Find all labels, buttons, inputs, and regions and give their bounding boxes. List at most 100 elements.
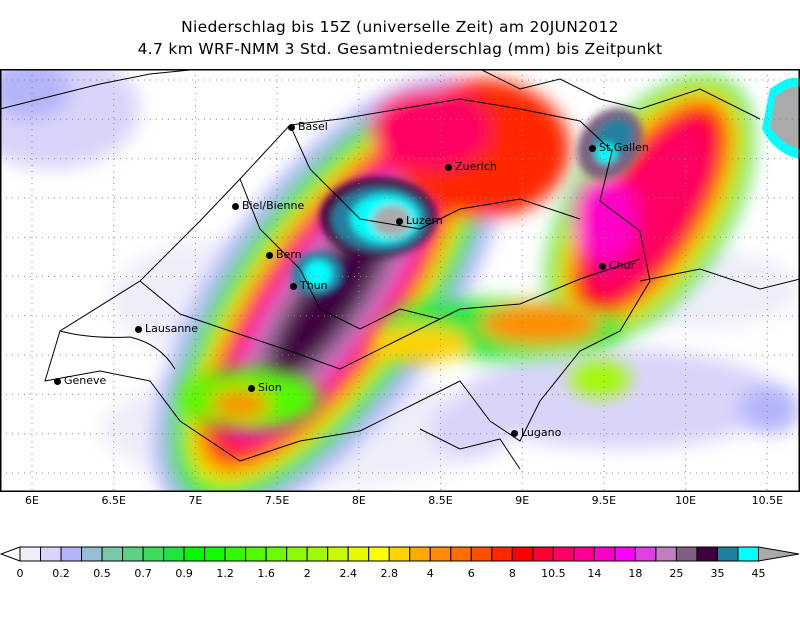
colorbar-swatch (491, 546, 513, 562)
colorbar-label: 10.5 (541, 567, 566, 580)
colorbar-swatch (327, 546, 349, 562)
colorbar-swatch (81, 546, 103, 562)
colorbar-swatch (245, 546, 267, 562)
colorbar-swatch (40, 546, 62, 562)
colorbar-label: 1.2 (216, 567, 234, 580)
lon-tick-label: 9.5E (591, 494, 617, 507)
colorbar-swatch (634, 546, 657, 562)
colorbar-swatch (60, 546, 83, 562)
city-dot-icon (599, 262, 606, 270)
country-borders (0, 69, 800, 470)
city-dot-icon (135, 325, 142, 333)
city-dot-icon (288, 123, 295, 131)
lon-tick-label: 7E (188, 494, 203, 507)
colorbar-swatch (101, 546, 124, 562)
colorbar-swatch (573, 546, 595, 562)
city-dot-icon (290, 282, 297, 290)
lon-tick-label: 6.5E (101, 494, 126, 507)
city-dot-icon (248, 384, 255, 392)
city-geneve: Geneve (54, 374, 106, 387)
city-basel: Basel (288, 120, 328, 133)
colorbar-swatch (19, 546, 42, 562)
colorbar-swatch (675, 546, 698, 562)
lon-tick-label: 6E (25, 494, 39, 507)
lon-tick-label: 7.5E (264, 494, 290, 507)
colorbar-label: 8 (508, 567, 516, 580)
city-sion: Sion (248, 381, 282, 394)
colorbar-swatch (511, 546, 534, 562)
colorbar-label: 4 (426, 567, 434, 580)
colorbar-swatch (347, 546, 370, 562)
city-lugano: Lugano (511, 426, 561, 439)
lon-tick-label: 10E (675, 494, 697, 507)
stgallen-core (577, 108, 643, 180)
colorbar-swatch (593, 546, 616, 562)
colorbar-swatch (388, 546, 411, 562)
city-dot-icon (589, 144, 596, 152)
colorbar-label: 35 (710, 567, 725, 580)
colorbar-label: 0 (16, 567, 24, 580)
colorbar-swatch (696, 546, 718, 562)
colorbar-swatch (614, 546, 636, 562)
colorbar-swatch (655, 546, 677, 562)
city-dot-icon (54, 377, 61, 385)
colorbar-swatch (265, 546, 288, 562)
lat-lon-grid (0, 69, 800, 492)
colorbar-swatch (737, 546, 759, 562)
map-title: Niederschlag bis 15Z (universelle Zeit) … (181, 18, 619, 36)
colorbar-label: 0.7 (134, 567, 152, 580)
colorbar-label: 45 (751, 567, 766, 580)
colorbar-label: 6 (467, 567, 475, 580)
colorbar-label: 0.9 (175, 567, 193, 580)
lon-tick-label: 10.5E (751, 494, 784, 507)
precipitation-colorbar (0, 546, 800, 562)
heavy-precip-cores (292, 177, 436, 296)
city-lausanne: Lausanne (135, 322, 198, 335)
city-dot-icon (266, 251, 273, 259)
city-bern: Bern (266, 248, 302, 261)
colorbar-under-arrow (0, 546, 21, 562)
colorbar-label: 2.4 (339, 567, 357, 580)
city-luzern: Luzern (396, 214, 443, 227)
colorbar-swatch (306, 546, 329, 562)
colorbar-swatch (716, 546, 739, 562)
colorbar-label: 2 (303, 567, 311, 580)
colorbar-label: 25 (669, 567, 684, 580)
city-biel: Biel/Bienne (232, 199, 304, 212)
lon-tick-label: 8E (351, 494, 366, 507)
city-thun: Thun (290, 279, 328, 292)
city-zuerich: Zuerich (445, 160, 497, 173)
colorbar-label: 14 (587, 567, 602, 580)
colorbar-swatch (368, 546, 390, 562)
city-stgallen: St.Gallen (589, 141, 649, 154)
city-dot-icon (232, 202, 239, 210)
colorbar-label: 2.8 (380, 567, 398, 580)
colorbar-label: 0.2 (52, 567, 70, 580)
colorbar-label: 18 (628, 567, 643, 580)
colorbar-label: 0.5 (93, 567, 111, 580)
precipitation-map (0, 69, 800, 492)
colorbar-label: 1.6 (257, 567, 275, 580)
colorbar-swatch (122, 546, 144, 562)
colorbar-swatch (450, 546, 472, 562)
city-dot-icon (445, 163, 452, 171)
city-dot-icon (396, 217, 403, 225)
colorbar-over-arrow (757, 546, 800, 562)
lon-tick-label: 8.5E (428, 494, 453, 507)
colorbar-swatch (552, 546, 575, 562)
colorbar-swatch (183, 546, 206, 562)
colorbar-swatch (142, 546, 165, 562)
city-dot-icon (511, 429, 518, 437)
map-subtitle: 4.7 km WRF-NMM 3 Std. Gesamtniederschlag… (137, 40, 663, 58)
colorbar-swatch (532, 546, 554, 562)
colorbar-swatch (224, 546, 247, 562)
colorbar-swatch (163, 546, 185, 562)
colorbar-swatch (429, 546, 452, 562)
city-chur: Chur (599, 259, 635, 272)
colorbar-swatch (409, 546, 431, 562)
colorbar-swatch (286, 546, 308, 562)
colorbar-swatch (470, 546, 493, 562)
south-precip-band (180, 299, 630, 429)
colorbar-swatch (204, 546, 226, 562)
lon-tick-label: 9E (515, 494, 530, 507)
